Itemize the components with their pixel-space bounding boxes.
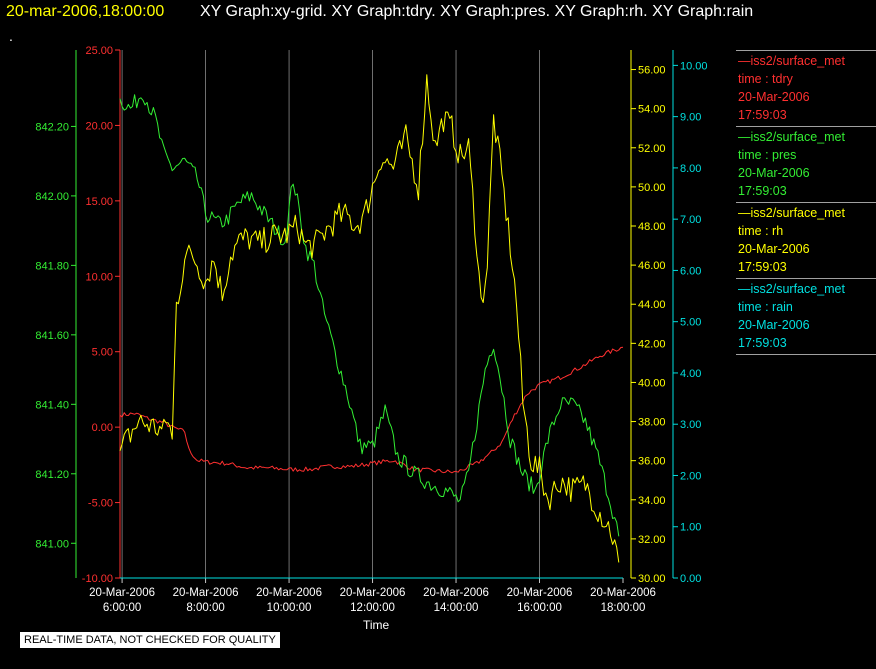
rain-tick-label: 7.00 — [680, 214, 701, 226]
legend-series-name: —iss2/surface_met — [738, 206, 845, 220]
rain-tick-label: 6.00 — [680, 265, 701, 277]
rain-tick-label: 9.00 — [680, 112, 701, 124]
x-tick-label-date: 20-Mar-2006 — [423, 587, 489, 599]
legend-time: 17:59:03 — [738, 184, 787, 198]
rh-tick-label: 42.00 — [638, 338, 666, 350]
legend-series-name: —iss2/surface_met — [738, 282, 845, 296]
legend-entry-rh: —iss2/surface_met time : rh 20-Mar-2006 … — [736, 202, 876, 278]
rain-tick-label: 4.00 — [680, 368, 701, 380]
pres-series-line — [119, 94, 620, 537]
rh-tick-label: 52.00 — [638, 143, 666, 155]
rh-tick-label: 36.00 — [638, 456, 666, 468]
x-tick-label-date: 20-Mar-2006 — [507, 587, 573, 599]
x-tick-label-date: 20-Mar-2006 — [590, 587, 656, 599]
legend-field: time : tdry — [738, 72, 793, 86]
legend-entry-pres: —iss2/surface_met time : pres 20-Mar-200… — [736, 126, 876, 202]
rh-tick-label: 44.00 — [638, 299, 666, 311]
rain-tick-label: 10.00 — [680, 60, 708, 72]
tdry-tick-label: 20.00 — [85, 120, 113, 132]
quality-note: REAL-TIME DATA, NOT CHECKED FOR QUALITY — [20, 632, 280, 648]
x-axis-label: Time — [363, 618, 390, 632]
rh-tick-label: 34.00 — [638, 495, 666, 507]
rh-tick-label: 46.00 — [638, 260, 666, 272]
x-tick-label-date: 20-Mar-2006 — [173, 587, 239, 599]
legend-date: 20-Mar-2006 — [738, 166, 810, 180]
pres-tick-label: 841.20 — [35, 469, 69, 481]
rain-tick-label: 5.00 — [680, 317, 701, 329]
legend-time: 17:59:03 — [738, 108, 787, 122]
legend-date: 20-Mar-2006 — [738, 90, 810, 104]
dot-marker: . — [9, 28, 13, 44]
x-tick-label-date: 20-Mar-2006 — [340, 587, 406, 599]
tdry-tick-label: 5.00 — [92, 347, 113, 359]
rh-tick-label: 56.00 — [638, 65, 666, 77]
legend-field: time : pres — [738, 148, 797, 162]
rh-tick-label: 48.00 — [638, 221, 666, 233]
pres-tick-label: 841.00 — [35, 538, 69, 550]
pres-tick-label: 841.60 — [35, 330, 69, 342]
legend-time: 17:59:03 — [738, 260, 787, 274]
rain-tick-label: 2.00 — [680, 470, 701, 482]
tdry-tick-label: 15.00 — [85, 196, 113, 208]
legend-date: 20-Mar-2006 — [738, 318, 810, 332]
pres-tick-label: 841.40 — [35, 399, 69, 411]
pres-tick-label: 842.00 — [35, 191, 69, 203]
tdry-tick-label: 10.00 — [85, 271, 113, 283]
x-tick-label-time: 12:00:00 — [350, 602, 395, 614]
x-tick-label-time: 8:00:00 — [186, 602, 224, 614]
x-tick-label-time: 6:00:00 — [103, 602, 141, 614]
x-tick-label-time: 16:00:00 — [517, 602, 562, 614]
rh-tick-label: 50.00 — [638, 182, 666, 194]
tdry-tick-label: -5.00 — [88, 498, 113, 510]
rain-tick-label: 1.00 — [680, 522, 701, 534]
header-bar: 20-mar-2006,18:00:00 XY Graph:xy-grid. X… — [0, 0, 876, 26]
pres-tick-label: 841.80 — [35, 260, 69, 272]
x-tick-label-time: 18:00:00 — [601, 602, 646, 614]
rain-tick-label: 3.00 — [680, 419, 701, 431]
rh-tick-label: 32.00 — [638, 534, 666, 546]
tdry-tick-label: 0.00 — [92, 422, 113, 434]
x-tick-label-time: 14:00:00 — [434, 602, 479, 614]
tdry-tick-label: 25.00 — [85, 45, 113, 57]
tdry-series-line — [119, 346, 624, 474]
legend-divider — [736, 354, 876, 355]
date-time-stamp: 20-mar-2006,18:00:00 — [6, 3, 165, 20]
legend: —iss2/surface_met time : tdry 20-Mar-200… — [736, 50, 876, 355]
rh-tick-label: 30.00 — [638, 573, 666, 585]
legend-time: 17:59:03 — [738, 336, 787, 350]
rain-tick-label: 8.00 — [680, 163, 701, 175]
rain-tick-label: 0.00 — [680, 573, 701, 585]
legend-series-name: —iss2/surface_met — [738, 130, 845, 144]
legend-series-name: —iss2/surface_met — [738, 54, 845, 68]
x-tick-label-time: 10:00:00 — [267, 602, 312, 614]
pres-tick-label: 842.20 — [35, 121, 69, 133]
rh-tick-label: 40.00 — [638, 377, 666, 389]
x-tick-label-date: 20-Mar-2006 — [256, 587, 322, 599]
rh-series-line — [119, 74, 620, 563]
legend-date: 20-Mar-2006 — [738, 242, 810, 256]
x-tick-label-date: 20-Mar-2006 — [89, 587, 155, 599]
legend-entry-rain: —iss2/surface_met time : rain 20-Mar-200… — [736, 278, 876, 354]
rh-tick-label: 38.00 — [638, 417, 666, 429]
rh-tick-label: 54.00 — [638, 104, 666, 116]
tdry-tick-label: -10.00 — [82, 573, 113, 585]
graph-titles: XY Graph:xy-grid. XY Graph:tdry. XY Grap… — [200, 3, 754, 20]
legend-field: time : rh — [738, 224, 784, 238]
legend-field: time : rain — [738, 300, 793, 314]
legend-entry-tdry: —iss2/surface_met time : tdry 20-Mar-200… — [736, 50, 876, 126]
